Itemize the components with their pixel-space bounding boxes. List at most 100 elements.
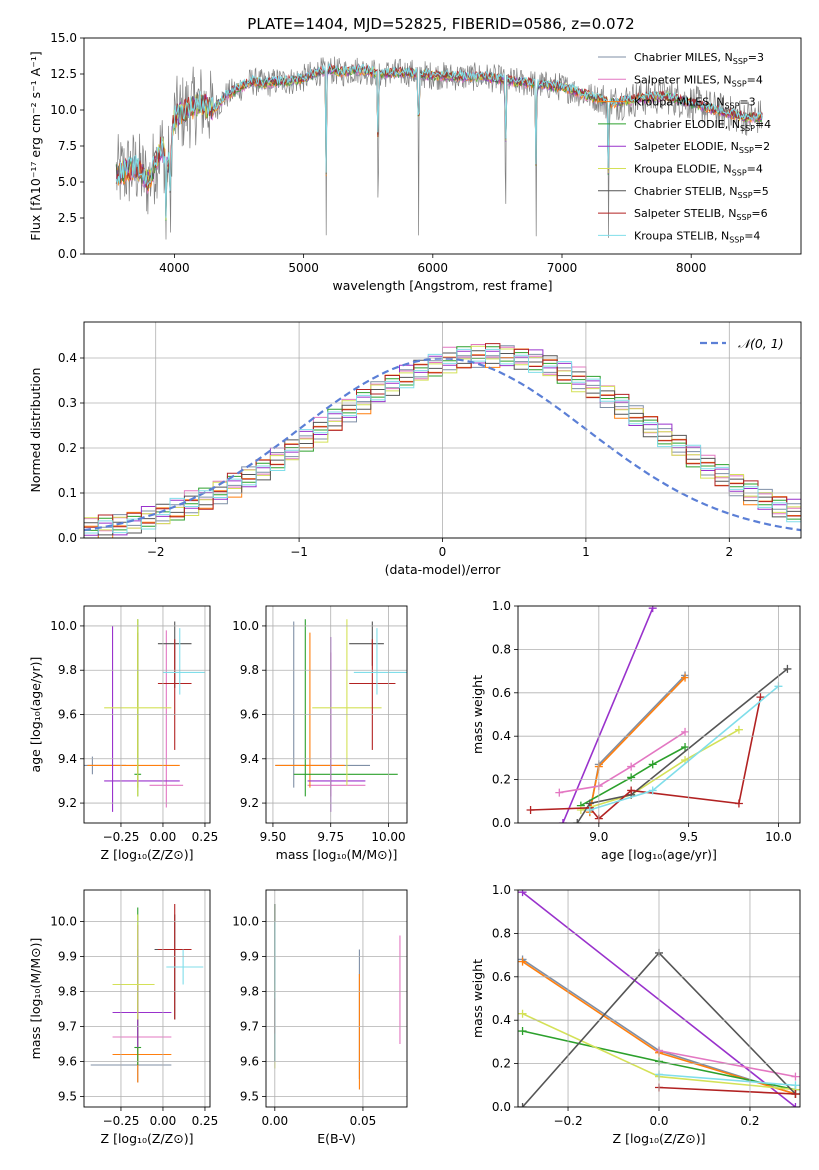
y-axis-label: mass [log₁₀(M/M⊙)]	[28, 938, 43, 1060]
weight-point-marker	[791, 1103, 800, 1107]
x-axis-label: (data-model)/error	[385, 562, 502, 577]
legend-count: =4	[747, 73, 763, 86]
axes-frame	[83, 605, 211, 824]
legend-count: =4	[744, 229, 760, 242]
x-tick-label: 9.50	[260, 830, 287, 844]
x-axis-label: wavelength [Angstrom, rest frame]	[332, 278, 552, 293]
y-tick-label: 9.9	[240, 950, 259, 964]
x-tick-label: −0.25	[103, 830, 140, 844]
y-tick-label: 2.5	[58, 211, 77, 225]
weight-series-line	[658, 1086, 796, 1095]
y-tick-label: 0.6	[492, 970, 511, 984]
weight-series-line	[576, 668, 788, 823]
weight-series-line	[559, 731, 686, 794]
weight-point-marker	[627, 762, 636, 771]
y-tick-label: 9.9	[58, 950, 77, 964]
weight-point-marker	[681, 743, 690, 752]
y-tick-label: 10.0	[232, 619, 259, 633]
panel-residuals: −2 −1 0 1 2 0.0 0.1 0.2 0.3 0.4 (data-model)/error…	[28, 321, 802, 577]
y-tick-label: 0.0	[58, 247, 77, 261]
y-tick-label: 0.0	[58, 531, 77, 545]
weight-point-marker	[518, 957, 527, 966]
legend-subscript: SSP	[724, 102, 739, 111]
y-tick-label: 0.0	[492, 816, 511, 830]
y-tick-label: 0.2	[492, 1057, 511, 1071]
x-tick-label: −2	[147, 545, 165, 559]
axes-frame	[517, 889, 801, 1108]
y-tick-label: 1.0	[492, 883, 511, 897]
weight-point-marker	[627, 786, 636, 795]
plot-area	[526, 606, 792, 823]
legend-count: =3	[739, 96, 755, 109]
errorbar-point	[157, 639, 192, 750]
legend-entry-label: Kroupa ELODIE, NSSP=4	[634, 163, 763, 178]
x-tick-label: 0.00	[150, 1114, 177, 1128]
legend-count: =4	[755, 118, 771, 131]
weight-series-line	[530, 696, 762, 820]
y-tick-label: 1.0	[492, 599, 511, 613]
y-tick-label: 9.5	[58, 1090, 77, 1104]
weight-point-marker	[791, 1089, 800, 1098]
errorbar-point	[112, 984, 172, 1083]
y-tick-label: 10.0	[232, 915, 259, 929]
legend-count: =6	[751, 207, 767, 220]
panel-mass_vs_ebv: 0.00 0.05 9.5 9.6 9.7 9.8 9.9 10.0 E(B-V)	[232, 889, 408, 1146]
x-tick-label: 0.00	[150, 830, 177, 844]
axes-frame	[83, 889, 211, 1108]
x-tick-label: 7000	[547, 261, 578, 275]
y-tick-label: 9.8	[58, 663, 77, 677]
y-tick-label: 9.7	[240, 1020, 259, 1034]
x-tick-label: 0.0	[649, 1114, 668, 1128]
x-axis-label: Z [log₁₀(Z/Z⊙)]	[101, 847, 194, 862]
y-tick-label: 9.7	[58, 1020, 77, 1034]
x-tick-label: 10.00	[371, 830, 405, 844]
legend-subscript: SSP	[740, 124, 755, 133]
legend-count: =2	[754, 140, 770, 153]
legend-text: Chabrier MILES, N	[634, 51, 733, 64]
weight-series-line	[580, 746, 686, 807]
legend-subscript: SSP	[729, 235, 744, 244]
x-tick-label: 0.25	[192, 830, 219, 844]
weight-point-marker	[518, 1103, 527, 1107]
legend-text: Kroupa MILES, N	[634, 96, 724, 109]
legend-subscript: SSP	[736, 213, 751, 222]
legend-entry-label: Salpeter MILES, NSSP=4	[634, 73, 763, 88]
y-tick-label: 9.4	[240, 752, 259, 766]
y-tick-label: 0.1	[58, 486, 77, 500]
y-tick-label: 0.4	[58, 351, 77, 365]
axes-frame	[83, 37, 802, 255]
figure-title: PLATE=1404, MJD=52825, FIBERID=0586, z=0…	[247, 15, 634, 33]
x-tick-label: 0	[439, 545, 447, 559]
weight-point-marker	[648, 760, 657, 769]
x-axis-label: E(B-V)	[317, 1131, 356, 1146]
x-axis-label: age [log₁₀(age/yr)]	[601, 847, 717, 862]
legend-label: 𝒩(0, 1)	[738, 336, 784, 351]
y-axis-label: Normed distribution	[28, 368, 43, 493]
legend-entry-label: Chabrier STELIB, NSSP=5	[634, 185, 769, 200]
y-tick-label: 9.6	[240, 1055, 259, 1069]
panel-weight_vs_age: 9.0 9.5 10.0 0.0 0.2 0.4 0.6 0.8 1.0 age [log₁₀(a…	[470, 599, 801, 862]
y-axis-label: mass weight	[470, 959, 485, 1038]
x-tick-label: 6000	[418, 261, 449, 275]
y-tick-label: 0.6	[492, 686, 511, 700]
weight-point-marker	[627, 773, 636, 782]
legend-count: =4	[747, 163, 763, 176]
legend-text: Salpeter MILES, N	[634, 73, 732, 86]
y-tick-label: 9.6	[58, 1055, 77, 1069]
x-tick-label: −1	[290, 545, 308, 559]
panel-mass_vs_Z: −0.25 0.00 0.25 9.5 9.6 9.7 9.8 9.9 10.0 Z [log₁₀…	[28, 889, 218, 1146]
y-axis-label: mass weight	[470, 675, 485, 754]
y-tick-label: 9.5	[240, 1090, 259, 1104]
weight-point-marker	[573, 819, 582, 823]
weight-series-line	[562, 607, 654, 823]
y-tick-label: 0.3	[58, 396, 77, 410]
plot-area	[90, 904, 204, 1083]
y-tick-label: 9.8	[58, 985, 77, 999]
x-tick-label: 9.75	[317, 830, 344, 844]
legend-text: Chabrier ELODIE, N	[634, 118, 740, 131]
y-tick-label: 10.0	[50, 103, 77, 117]
x-tick-label: −0.2	[553, 1114, 582, 1128]
y-tick-label: 15.0	[50, 31, 77, 45]
errorbar-point	[157, 904, 192, 1020]
y-tick-label: 0.8	[492, 642, 511, 656]
